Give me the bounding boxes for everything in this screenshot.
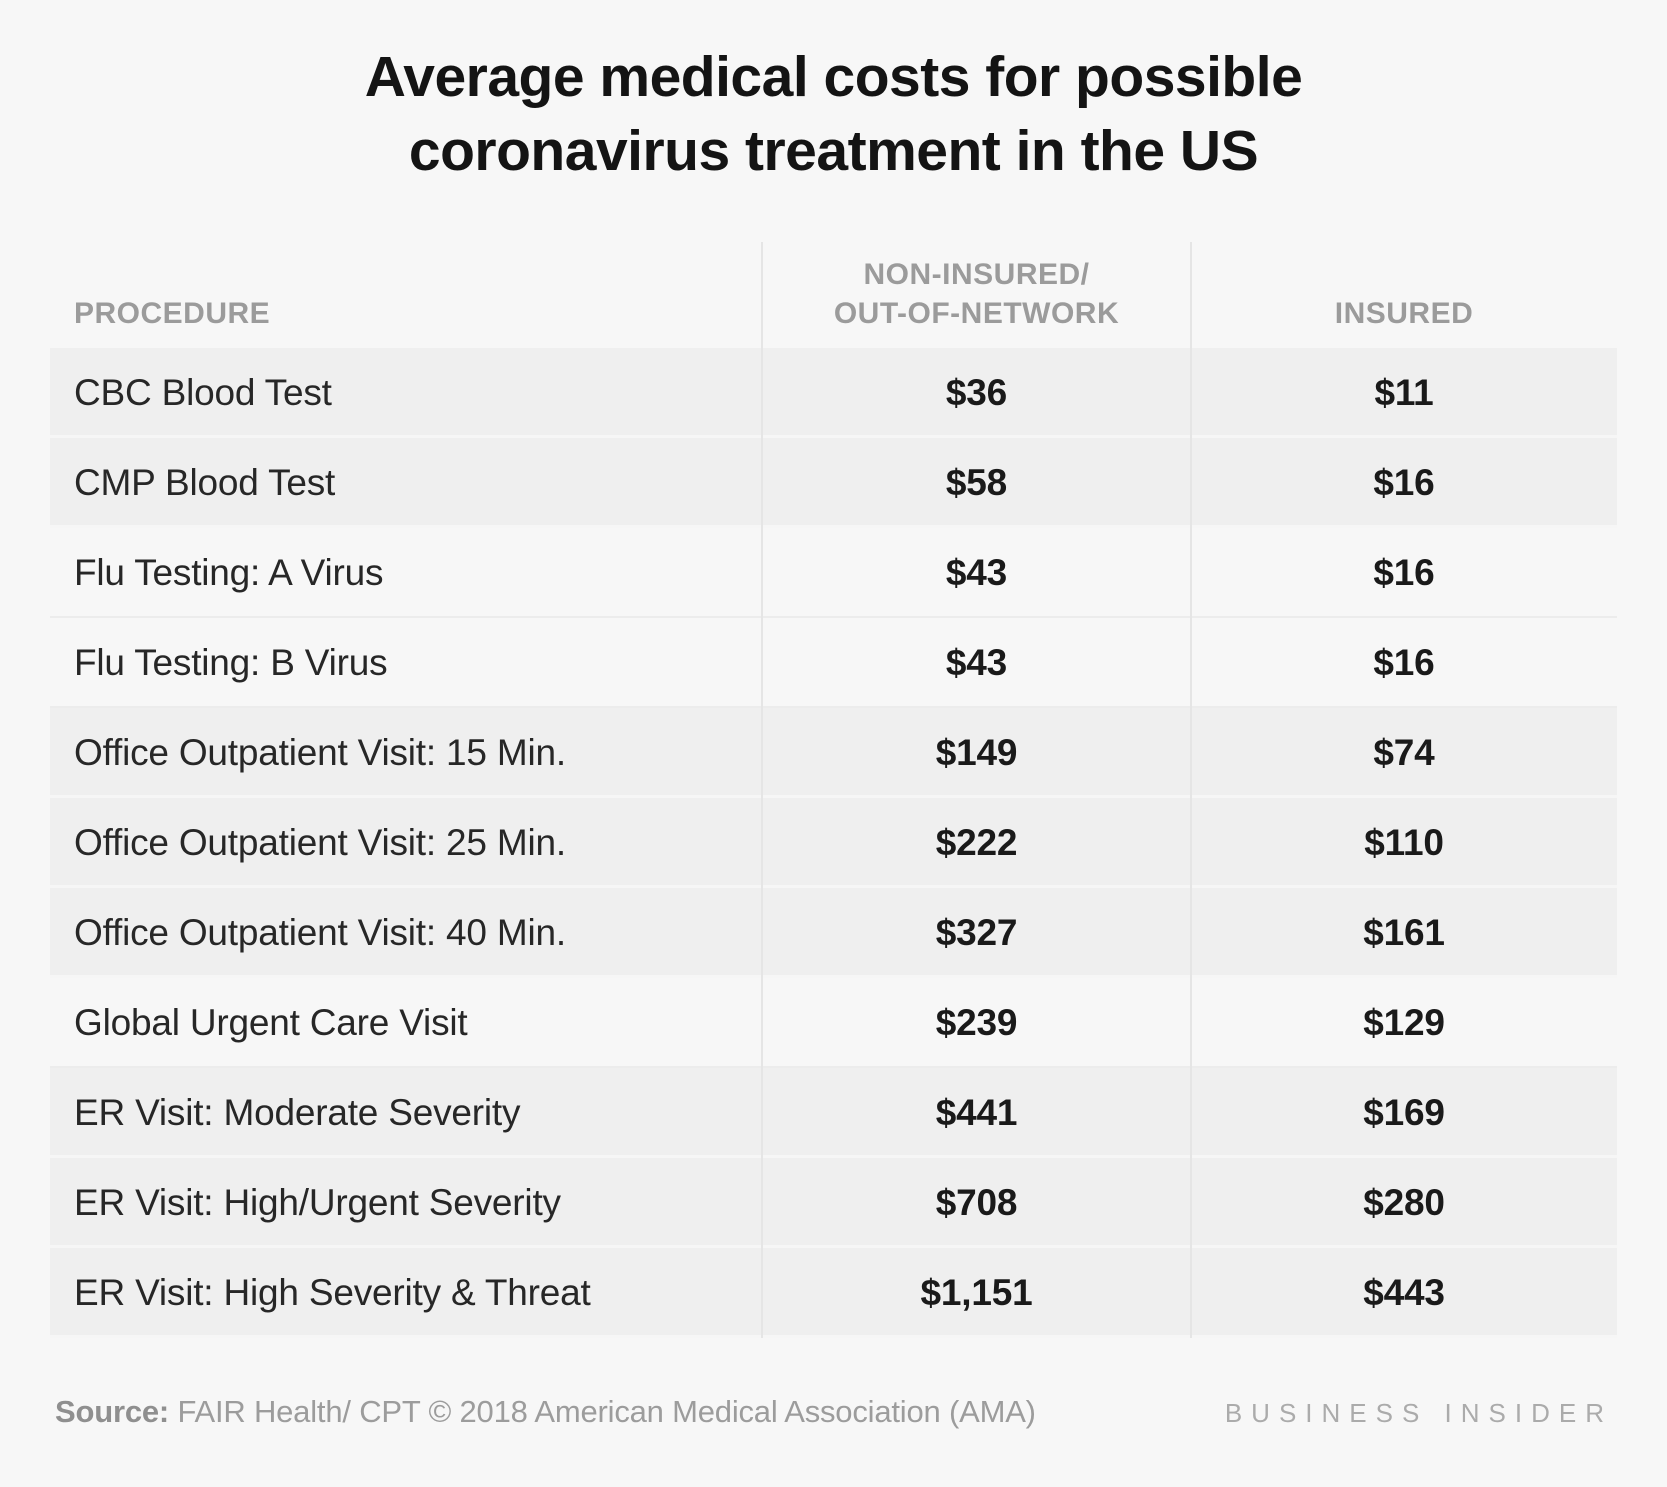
column-divider-1: [761, 242, 763, 1338]
table-row: Office Outpatient Visit: 40 Min. $327 $1…: [50, 888, 1617, 978]
insured-cost-cell: $110: [1364, 822, 1444, 863]
column-divider-2: [1190, 242, 1192, 1338]
non-insured-cost-cell: $708: [935, 1182, 1018, 1223]
procedure-cell: ER Visit: High/Urgent Severity: [74, 1182, 561, 1223]
non-insured-cost-cell: $441: [935, 1092, 1018, 1133]
insured-cost-cell: $16: [1373, 552, 1435, 593]
footer: Source: FAIR Health/ CPT © 2018 American…: [55, 1394, 1613, 1430]
table-row: Flu Testing: A Virus $43 $16: [50, 528, 1617, 618]
cost-table: PROCEDURE NON-INSURED/OUT-OF-NETWORK INS…: [50, 242, 1617, 1338]
chart-title: Average medical costs for possible corona…: [0, 40, 1667, 188]
non-insured-cost-cell: $58: [945, 462, 1008, 503]
procedure-cell: Flu Testing: B Virus: [74, 642, 388, 683]
non-insured-cost-cell: $43: [945, 552, 1008, 593]
procedure-cell: Office Outpatient Visit: 15 Min.: [74, 732, 566, 773]
non-insured-cost-cell: $149: [935, 732, 1018, 773]
chart-title-line1: Average medical costs for possible: [364, 45, 1303, 109]
procedure-cell: ER Visit: High Severity & Threat: [74, 1272, 591, 1313]
non-insured-cost-cell: $1,151: [920, 1272, 1033, 1313]
insured-cost-cell: $11: [1374, 372, 1434, 413]
insured-cost-cell: $161: [1363, 912, 1445, 953]
source-text: FAIR Health/ CPT © 2018 American Medical…: [169, 1394, 1036, 1429]
source-attribution: Source: FAIR Health/ CPT © 2018 American…: [55, 1394, 1036, 1430]
non-insured-cost-cell: $36: [945, 372, 1008, 413]
procedure-cell: Global Urgent Care Visit: [74, 1002, 468, 1043]
insured-cost-cell: $280: [1363, 1182, 1445, 1223]
insured-cost-cell: $74: [1373, 732, 1435, 773]
source-label: Source:: [55, 1394, 170, 1429]
column-header-non-insured-line2: OUT-OF-NETWORK: [833, 297, 1120, 330]
column-header-insured: INSURED: [1334, 297, 1474, 330]
insured-cost-cell: $129: [1363, 1002, 1445, 1043]
business-insider-logo: BUSINESS INSIDER: [1224, 1398, 1613, 1428]
table-row: ER Visit: Moderate Severity $441 $169: [50, 1068, 1617, 1158]
table-header-row: PROCEDURE NON-INSURED/OUT-OF-NETWORK INS…: [50, 242, 1617, 348]
procedure-cell: CBC Blood Test: [74, 372, 332, 413]
non-insured-cost-cell: $327: [935, 912, 1018, 953]
table-row: Global Urgent Care Visit $239 $129: [50, 978, 1617, 1068]
insured-cost-cell: $16: [1373, 642, 1435, 683]
table-row: ER Visit: High Severity & Threat $1,151 …: [50, 1248, 1617, 1338]
insured-cost-cell: $169: [1363, 1092, 1445, 1133]
chart-title-line2: coronavirus treatment in the US: [408, 119, 1259, 183]
table-row: Office Outpatient Visit: 25 Min. $222 $1…: [50, 798, 1617, 888]
insured-cost-cell: $443: [1363, 1272, 1445, 1313]
non-insured-cost-cell: $239: [935, 1002, 1018, 1043]
procedure-cell: Office Outpatient Visit: 25 Min.: [74, 822, 566, 863]
procedure-cell: Office Outpatient Visit: 40 Min.: [74, 912, 566, 953]
procedure-cell: Flu Testing: A Virus: [74, 552, 384, 593]
table-row: Office Outpatient Visit: 15 Min. $149 $7…: [50, 708, 1617, 798]
table-row: Flu Testing: B Virus $43 $16: [50, 618, 1617, 708]
column-header-non-insured: NON-INSURED/OUT-OF-NETWORK: [762, 255, 1191, 348]
table-row: ER Visit: High/Urgent Severity $708 $280: [50, 1158, 1617, 1248]
column-header-non-insured-line1: NON-INSURED/: [863, 258, 1090, 291]
procedure-cell: CMP Blood Test: [74, 462, 336, 503]
table-row: CBC Blood Test $36 $11: [50, 348, 1617, 438]
procedure-cell: ER Visit: Moderate Severity: [74, 1092, 521, 1133]
insured-cost-cell: $16: [1373, 462, 1435, 503]
non-insured-cost-cell: $43: [945, 642, 1008, 683]
table-body: CBC Blood Test $36 $11 CMP Blood Test $5…: [50, 348, 1617, 1338]
table-row: CMP Blood Test $58 $16: [50, 438, 1617, 528]
non-insured-cost-cell: $222: [935, 822, 1018, 863]
column-header-procedure: PROCEDURE: [74, 297, 271, 330]
